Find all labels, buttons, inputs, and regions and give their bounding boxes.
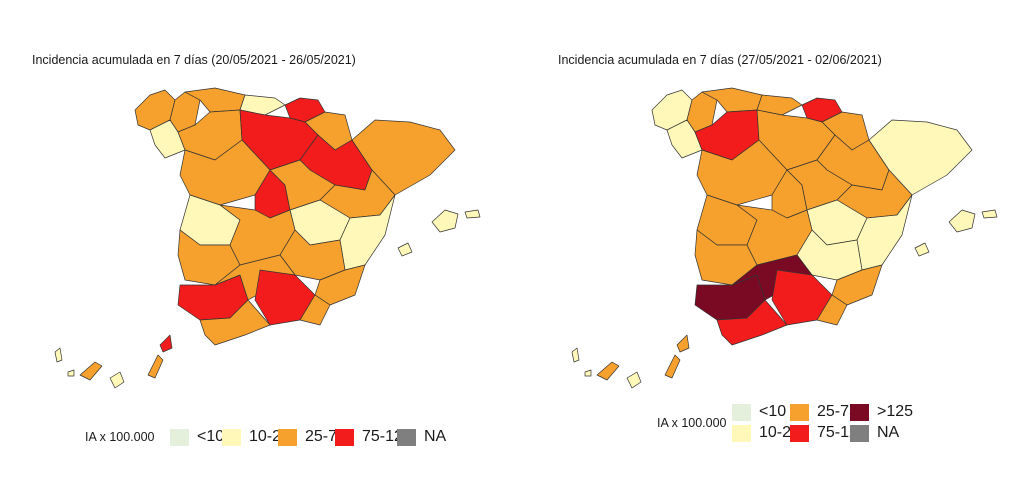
region-fuerteventura [147, 354, 164, 379]
region-la-palma [571, 347, 580, 363]
legend-label: 10-25 [759, 424, 800, 441]
legend-item: 10-25 [732, 424, 800, 442]
region-cantabria [756, 94, 803, 116]
legend-swatch [732, 424, 751, 442]
legend-swatch [278, 428, 297, 446]
legend-swatch [790, 424, 809, 442]
legend-swatch [850, 403, 869, 421]
legend-item: >125 [850, 403, 913, 421]
region-almeria [816, 294, 848, 326]
region-almeria [299, 294, 331, 326]
legend-swatch [397, 428, 416, 446]
region-lanzarote [676, 334, 690, 353]
map-panel-left: Incidencia acumulada en 7 días (20/05/20… [32, 53, 481, 446]
legend-label: <10 [759, 403, 787, 420]
legend-swatch [222, 428, 241, 446]
legend-item: 25-75 [790, 403, 858, 421]
region-mallorca [431, 209, 459, 233]
legend-swatch [732, 403, 751, 421]
region-mallorca [948, 209, 976, 233]
legend-item: NA [397, 428, 446, 446]
region-cadiz-malaga [199, 299, 271, 346]
legend-label: NA [424, 428, 447, 445]
legend-swatch [850, 424, 869, 442]
legend-item: <10 [170, 428, 224, 446]
legend-label: 25-75 [817, 403, 858, 420]
legend-swatch [335, 428, 354, 446]
region-tenerife [596, 361, 620, 381]
region-la-palma [54, 347, 63, 363]
region-la-gomera [67, 369, 75, 377]
legend-label: NA [877, 424, 900, 441]
map-panel-right: Incidencia acumulada en 7 días (27/05/20… [512, 0, 1024, 501]
region-gran-canaria [109, 371, 125, 389]
region-tenerife [79, 361, 103, 381]
region-cantabria [239, 94, 286, 116]
legend-label: >125 [877, 403, 914, 420]
region-cadiz-malaga [716, 299, 788, 346]
legend-title: IA x 100.000 [85, 430, 155, 444]
legend-swatch [790, 403, 809, 421]
legend-swatch [170, 428, 189, 446]
spain-choropleth-map [571, 87, 998, 389]
legend-item: <10 [732, 403, 786, 421]
region-menorca [464, 209, 481, 219]
legend-item: NA [850, 424, 899, 442]
region-la-gomera [584, 369, 592, 377]
map-title: Incidencia acumulada en 7 días (27/05/20… [558, 53, 882, 67]
map-title: Incidencia acumulada en 7 días (20/05/20… [32, 53, 356, 67]
region-ibiza [397, 242, 413, 257]
region-gran-canaria [626, 371, 642, 389]
region-menorca [981, 209, 998, 219]
region-fuerteventura [664, 354, 681, 379]
region-lanzarote [159, 334, 173, 353]
spain-choropleth-map [54, 87, 481, 389]
region-ibiza [914, 242, 930, 257]
legend-label: <10 [197, 428, 225, 445]
legend-title: IA x 100.000 [657, 416, 727, 430]
